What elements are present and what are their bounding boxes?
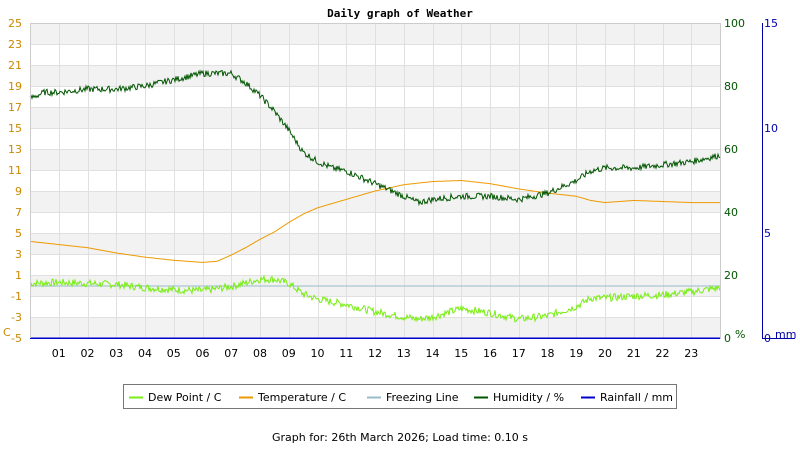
legend-label: Freezing Line [386,391,459,404]
humidity-tick-label: 100 [724,17,745,30]
series-line-0 [29,274,721,323]
x-tick-label: 12 [368,347,382,360]
humidity-axis-unit: % [735,328,745,341]
left-tick-label: 11 [8,164,22,177]
x-tick-label: 19 [569,347,583,360]
x-tick-label: 20 [598,347,612,360]
left-tick-label: -3 [11,311,22,324]
humidity-tick-label: 20 [724,269,738,282]
x-tick-label: 10 [311,347,325,360]
legend-label: Dew Point / C [148,391,222,404]
x-tick-label: 05 [167,347,181,360]
humidity-tick-label: 60 [724,143,738,156]
x-tick-label: 11 [339,347,353,360]
rainfall-tick-label: 0 [764,332,771,345]
x-tick-label: 02 [81,347,95,360]
left-tick-label: 15 [8,122,22,135]
left-tick-label: 23 [8,38,22,51]
left-tick-label: 5 [15,227,22,240]
x-tick-label: 15 [454,347,468,360]
humidity-tick-label: 80 [724,80,738,93]
left-tick-label: 1 [15,269,22,282]
x-tick-label: 14 [426,347,440,360]
left-axis-unit: C [3,326,11,339]
x-tick-label: 08 [253,347,267,360]
humidity-tick-label: 40 [724,206,738,219]
legend-label: Temperature / C [257,391,346,404]
chart-title: Daily graph of Weather [327,7,473,20]
left-tick-label: -5 [11,332,22,345]
legend-label: Humidity / % [493,391,564,404]
left-tick-label: 9 [15,185,22,198]
left-tick-label: -1 [11,290,22,303]
x-tick-label: 06 [196,347,210,360]
x-tick-label: 22 [656,347,670,360]
x-tick-label: 16 [483,347,497,360]
left-tick-label: 19 [8,80,22,93]
graph-footer: Graph for: 26th March 2026; Load time: 0… [271,431,529,444]
rainfall-tick-label: 10 [764,122,778,135]
x-tick-label: 01 [52,347,66,360]
left-tick-label: 21 [8,59,22,72]
axes [30,23,795,339]
left-tick-label: 25 [8,17,22,30]
x-tick-label: 13 [397,347,411,360]
rainfall-tick-label: 15 [764,17,778,30]
x-tick-label: 23 [684,347,698,360]
x-tick-label: 07 [224,347,238,360]
x-tick-label: 17 [512,347,526,360]
legend-label: Rainfall / mm [600,391,673,404]
left-tick-label: 3 [15,248,22,261]
rainfall-axis-unit: mm [775,328,796,341]
x-tick-label: 18 [541,347,555,360]
humidity-axis-ticks: 100 80 60 40 20 0 [724,17,745,345]
legend: Dew Point / C Temperature / C Freezing Lin… [123,384,677,409]
x-axis-ticks: 01 02 03 04 05 06 07 08 09 10 11 12 13 14 15 16 17 18 19 20… [52,347,699,360]
left-tick-label: 17 [8,101,22,114]
x-tick-label: 21 [627,347,641,360]
series-line-1 [29,180,720,263]
x-tick-label: 09 [282,347,296,360]
rainfall-tick-label: 5 [764,227,771,240]
humidity-tick-label: 0 [724,332,731,345]
x-tick-label: 04 [138,347,152,360]
left-axis-ticks: 25 23 21 19 17 15 13 11 9 7 5 3 1 -1 -3 -5 [8,17,22,345]
rainfall-axis-ticks: 15 10 5 0 [764,17,778,345]
series-line-3 [29,69,721,207]
x-tick-label: 03 [109,347,123,360]
left-tick-label: 13 [8,143,22,156]
left-tick-label: 7 [15,206,22,219]
